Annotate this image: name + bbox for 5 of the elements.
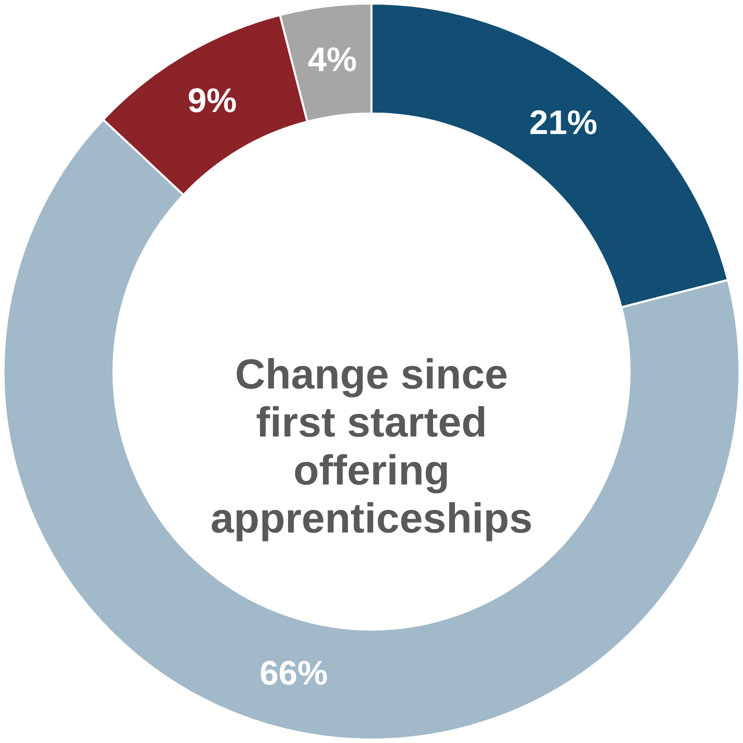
text: Change since first started offering apprenticeships (210, 350, 533, 542)
data-label: 9% (188, 82, 237, 120)
data-label: 21% (529, 104, 598, 142)
data-label: 66% (260, 654, 328, 693)
data-label: 4% (308, 40, 357, 79)
